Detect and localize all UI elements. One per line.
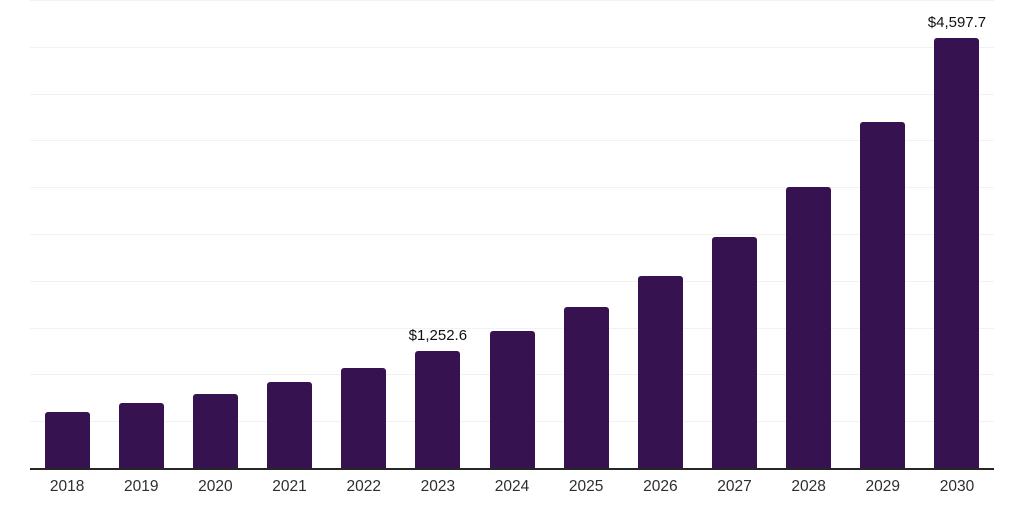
x-tick-label-2019: 2019: [123, 478, 159, 495]
bar-slot: $1,252.6: [401, 0, 475, 468]
bar-value-label: $4,597.7: [927, 13, 987, 31]
bar-2025: [563, 306, 609, 468]
bar-2028: [786, 186, 832, 468]
bar-slot: [772, 0, 846, 468]
bar-value-label: $1,252.6: [408, 326, 468, 344]
gridline: [30, 187, 994, 189]
bar-slot: [697, 0, 771, 468]
x-tick-label-2021: 2021: [272, 478, 307, 495]
bar-slot: [623, 0, 697, 468]
bar-slot: [30, 0, 104, 468]
x-tick-label-2029: 2029: [865, 478, 901, 495]
x-tick-label-2022: 2022: [346, 478, 381, 495]
x-tick-label-2027: 2027: [717, 478, 752, 495]
x-axis-tick-labels: 2018 2019 2020 2021 2022 2023 2024 2025 2026 2027…: [30, 478, 994, 497]
x-tick-label-2028: 2028: [791, 478, 826, 495]
gridline: [30, 327, 994, 329]
gridline: [30, 280, 994, 282]
x-tick-label-2025: 2025: [568, 478, 604, 495]
bar-2021: [267, 381, 313, 468]
x-tick-label-2030: 2030: [939, 478, 975, 495]
bar-2022: [341, 368, 387, 468]
bar-2019: [118, 402, 164, 468]
x-tick-label-2018: 2018: [49, 478, 85, 495]
gridline: [30, 140, 994, 142]
bar-2026: [637, 275, 683, 468]
bar-slot: [846, 0, 920, 468]
bar-2030: [934, 37, 980, 468]
gridline: [30, 234, 994, 235]
bar-slot: [327, 0, 401, 468]
x-tick-label-2023: 2023: [420, 478, 456, 495]
bar-2024: [489, 330, 535, 468]
bar-2020: [192, 393, 238, 468]
bar-2027: [711, 236, 757, 468]
bar-slot: [104, 0, 178, 468]
bars-row: $1,252.6 $4,597.7: [30, 0, 994, 468]
bar-slot: [475, 0, 549, 468]
plot-area: $1,252.6 $4,597.7: [30, 0, 994, 470]
bar-slot: [549, 0, 623, 468]
gridline: [30, 93, 994, 95]
x-tick-label-2026: 2026: [643, 478, 678, 495]
x-tick-label-2020: 2020: [198, 478, 233, 495]
gridline: [30, 46, 994, 48]
bar-slot: $4,597.7: [920, 0, 994, 468]
bar-slot: [178, 0, 252, 468]
bar-2029: [860, 121, 906, 468]
x-tick-label-2024: 2024: [494, 478, 530, 495]
bar-2018: [44, 411, 90, 468]
gridline: [30, 0, 994, 1]
bar-2023: [415, 350, 461, 468]
bar-slot: [252, 0, 326, 468]
